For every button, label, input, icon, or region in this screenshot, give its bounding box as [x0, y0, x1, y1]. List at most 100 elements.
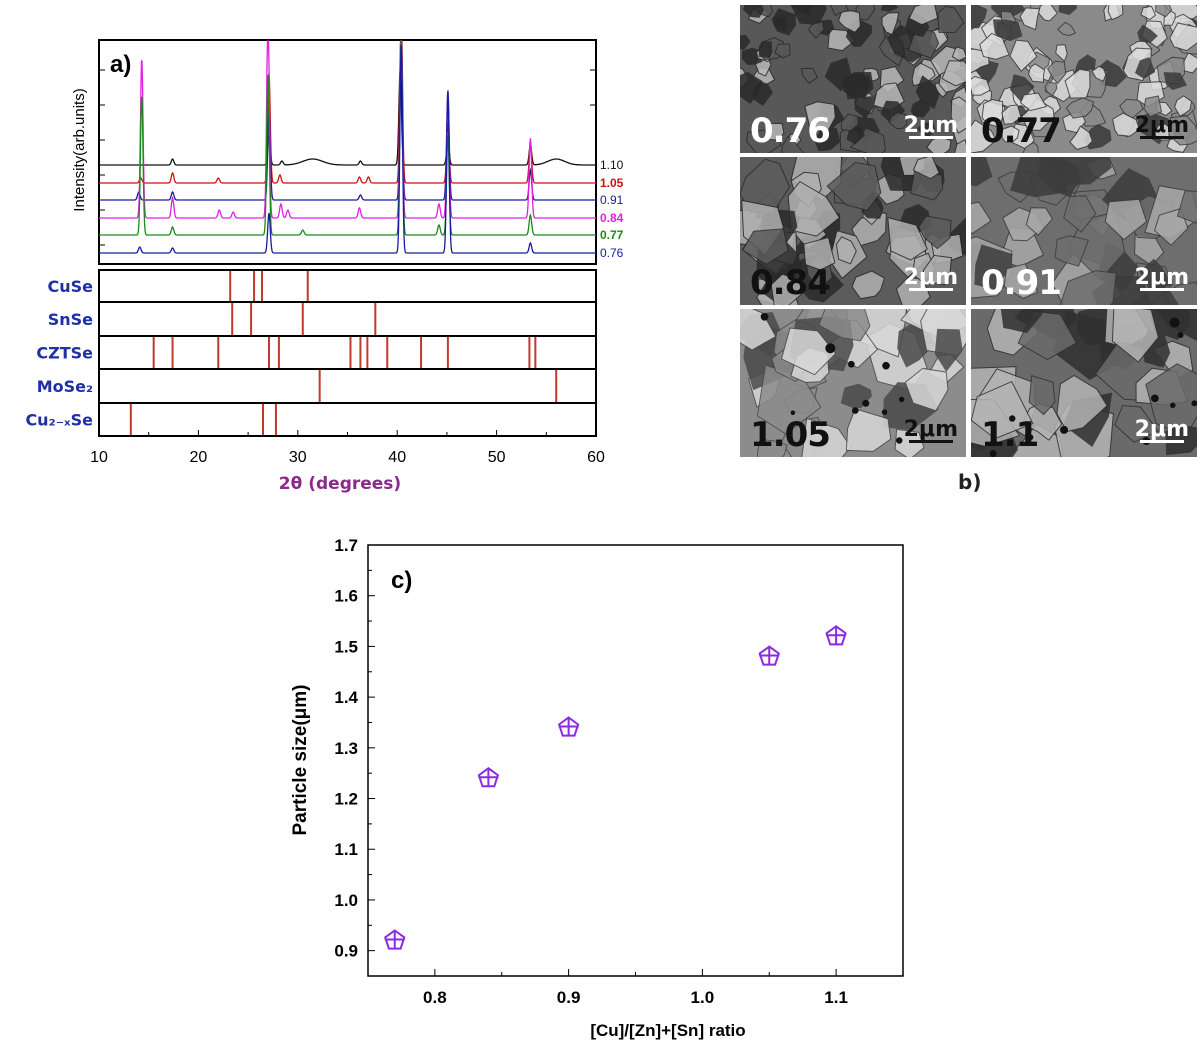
reference-strip	[98, 269, 597, 303]
sem-tile: 0.76 2μm	[740, 5, 966, 153]
micrograph-texture	[971, 157, 1197, 305]
micrograph-texture	[740, 5, 966, 153]
sem-tile: 1.05 2μm	[740, 309, 966, 457]
xrd-trace	[99, 40, 596, 219]
scale-bar-line	[908, 440, 953, 443]
xrd-panel: a) 1.10 1.05 0.91 0.84 0.77 0.76 Intensity(ar…	[25, 39, 624, 494]
scale-bar-line	[1139, 136, 1184, 139]
scale-bar-line	[1139, 440, 1184, 443]
sem-tile: 0.84 2μm	[740, 157, 966, 305]
sem-scale-label: 2μm	[903, 265, 958, 290]
xrd-y-axis-label: Intensity(arb.units)	[71, 88, 88, 211]
sem-tile: 0.91 2μm	[971, 157, 1197, 305]
scatter-x-tick-label: 0.9	[557, 988, 581, 1007]
scale-bar-line	[1139, 288, 1184, 291]
xrd-trace-label: 1.10	[600, 158, 624, 172]
sem-tile-ratio: 0.91	[981, 263, 1062, 303]
xrd-x-tick-label: 10	[90, 449, 108, 466]
micrograph-texture	[971, 5, 1197, 153]
reference-label: CuSe	[47, 277, 93, 296]
sem-tile: 0.77 2μm	[971, 5, 1197, 153]
xrd-x-tick-label: 50	[488, 449, 506, 466]
xrd-trace-label: 0.77	[600, 228, 624, 242]
scatter-x-ticks: 0.8 0.9 1.0 1.1	[423, 969, 848, 1007]
scatter-x-tick-label: 0.8	[423, 988, 447, 1007]
scatter-y-tick-label: 0.9	[334, 942, 358, 961]
sem-tile-ratio: 0.76	[750, 111, 831, 151]
scatter-y-tick-label: 1.6	[334, 587, 358, 606]
reference-strip	[98, 402, 597, 437]
xrd-trace-label: 0.84	[600, 211, 624, 225]
scatter-y-axis-label: Particle size(μm)	[290, 684, 311, 835]
xrd-trace	[99, 44, 596, 254]
xrd-x-tick-label: 60	[587, 449, 605, 466]
sem-scale-label: 2μm	[903, 113, 958, 138]
scatter-y-tick-label: 1.4	[334, 688, 358, 707]
sem-scale-bar: 2μm	[904, 417, 958, 443]
scatter-point	[825, 625, 847, 646]
scatter-plot-frame	[367, 544, 904, 977]
xrd-x-axis-label: 2θ (degrees)	[279, 474, 401, 494]
xrd-y-ticks	[99, 69, 596, 246]
xrd-trace-label: 0.76	[600, 246, 624, 260]
scatter-point	[758, 645, 780, 666]
xrd-plot-frame	[98, 39, 597, 265]
reference-label: CZTSe	[36, 344, 93, 363]
reference-label: MoSe₂	[37, 377, 93, 396]
scatter-y-tick-label: 1.2	[334, 790, 358, 809]
scatter-point	[477, 766, 500, 788]
sem-scale-bar: 2μm	[1135, 417, 1189, 443]
sem-scale-bar: 2μm	[904, 113, 958, 139]
reference-strips: CuSe SnSe CZTSe MoSe₂ Cu₂₋ₓSe	[25, 269, 597, 437]
panel-c-label: c)	[391, 567, 412, 594]
micrograph-texture	[971, 309, 1197, 457]
xrd-trace	[99, 40, 596, 236]
scale-bar-line	[908, 136, 953, 139]
scatter-y-tick-label: 1.3	[334, 739, 358, 758]
reference-label: Cu₂₋ₓSe	[25, 411, 93, 430]
xrd-trace-labels: 1.10 1.05 0.91 0.84 0.77 0.76	[600, 158, 624, 260]
scatter-x-tick-label: 1.0	[691, 988, 715, 1007]
scatter-y-tick-label: 1.7	[334, 536, 358, 555]
scale-bar-line	[908, 288, 953, 291]
sem-scale-bar: 2μm	[1135, 113, 1189, 139]
micrograph-texture	[740, 309, 966, 457]
sem-scale-bar: 2μm	[904, 265, 958, 291]
scatter-y-tick-label: 1.5	[334, 637, 358, 656]
scatter-y-tick-label: 1.0	[334, 891, 358, 910]
sem-scale-label: 2μm	[1134, 113, 1189, 138]
scatter-x-axis-label: [Cu]/[Zn]+[Sn] ratio	[590, 1021, 745, 1040]
reference-strip	[98, 301, 597, 337]
xrd-trace-label: 1.05	[600, 176, 624, 190]
xrd-x-tick-label: 30	[289, 449, 307, 466]
reference-label: SnSe	[48, 310, 93, 329]
sem-scale-label: 2μm	[903, 417, 958, 442]
sem-micrograph-grid: 0.76 2μm 0.77 2μm 0.84 2μm 0.91 2μm 1.05…	[740, 5, 1198, 457]
sem-tile-ratio: 1.1	[981, 415, 1039, 455]
sem-tile-ratio: 1.05	[750, 415, 831, 455]
sem-scale-label: 2μm	[1134, 417, 1189, 442]
xrd-x-tick-label: 20	[190, 449, 208, 466]
panel-a-label: a)	[110, 51, 131, 78]
xrd-trace-label: 0.91	[600, 193, 624, 207]
scatter-point	[557, 716, 580, 737]
sem-scale-bar: 2μm	[1135, 265, 1189, 291]
reference-strip	[98, 368, 597, 404]
scatter-points	[384, 625, 847, 950]
scatter-y-tick-label: 1.1	[334, 840, 358, 859]
xrd-x-tick-label: 40	[388, 449, 406, 466]
xrd-x-ticks: 10 20 30 40 50 60	[90, 430, 605, 466]
xrd-trace	[99, 41, 596, 201]
scatter-y-ticks: 0.9 1.0 1.1 1.2 1.3 1.4 1.5 1.6 1.7	[334, 536, 375, 961]
micrograph-texture	[740, 157, 966, 305]
sem-tile: 1.1 2μm	[971, 309, 1197, 457]
sem-tile-ratio: 0.84	[750, 263, 831, 303]
xrd-trace	[99, 70, 596, 166]
panel-b-label: b)	[958, 470, 982, 494]
scatter-x-tick-label: 1.1	[824, 988, 848, 1007]
scatter-point	[384, 929, 406, 950]
sem-tile-ratio: 0.77	[981, 111, 1062, 151]
xrd-traces	[99, 40, 596, 254]
particle-size-chart: c) 0.9 1.0 1.1 1.2 1.3 1.4 1.5 1.6 1.7 0.8 0.9 1.0…	[290, 536, 904, 1040]
